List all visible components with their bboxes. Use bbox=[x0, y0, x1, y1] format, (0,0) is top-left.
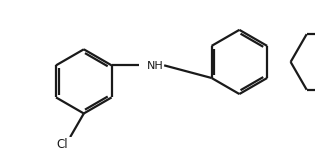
Text: Cl: Cl bbox=[57, 138, 68, 151]
Text: NH: NH bbox=[147, 61, 164, 71]
